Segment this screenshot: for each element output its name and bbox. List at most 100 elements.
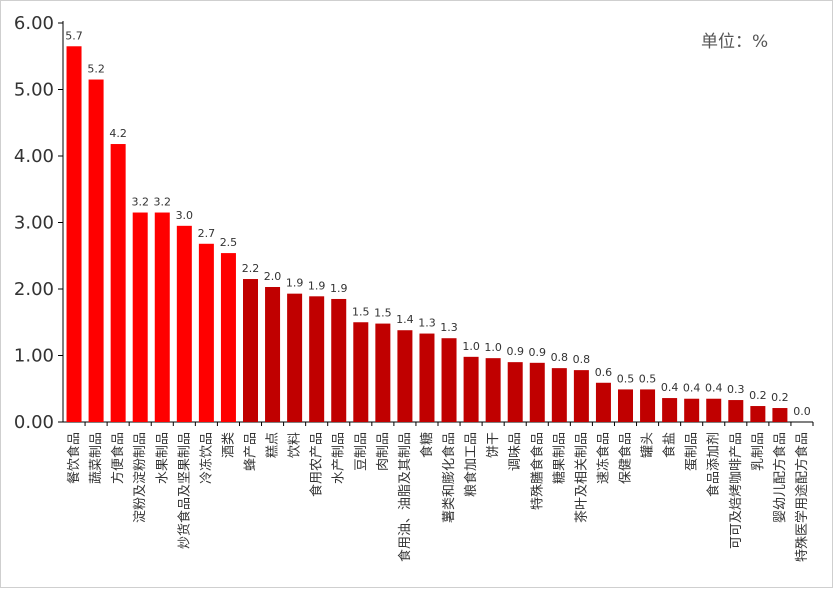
category-label: 乳制品 xyxy=(751,432,766,471)
category-label: 食糖 xyxy=(419,432,435,458)
category-label: 蜂产品 xyxy=(244,432,259,471)
bar xyxy=(595,382,611,422)
category-label: 豆制品 xyxy=(354,432,369,471)
data-label: 1.5 xyxy=(374,307,392,320)
bar xyxy=(309,296,325,422)
bar xyxy=(287,293,303,422)
category-label: 水产制品 xyxy=(332,432,347,484)
bar xyxy=(198,243,214,422)
bar xyxy=(684,398,700,422)
data-label: 1.0 xyxy=(462,340,480,353)
bar xyxy=(441,338,457,422)
data-label: 0.8 xyxy=(551,351,569,364)
data-label: 0.0 xyxy=(793,405,811,418)
data-label: 4.2 xyxy=(109,127,127,140)
category-label: 饼干 xyxy=(486,432,501,458)
bar xyxy=(485,358,501,422)
category-label: 食盐 xyxy=(662,432,678,458)
bar xyxy=(88,79,104,423)
bar xyxy=(243,279,258,422)
category-label: 茶叶及相关制品 xyxy=(573,432,589,523)
data-label: 1.9 xyxy=(330,282,348,295)
unit-label: 单位：% xyxy=(701,32,768,52)
data-label: 0.4 xyxy=(661,381,679,394)
data-label: 2.7 xyxy=(198,227,216,240)
bar xyxy=(397,330,413,422)
category-label: 酒类 xyxy=(221,432,236,458)
bar xyxy=(772,408,788,422)
bar xyxy=(573,370,589,422)
bar xyxy=(66,46,82,423)
data-label: 3.0 xyxy=(176,209,194,222)
category-label: 方便食品 xyxy=(110,432,126,484)
bar xyxy=(529,362,545,422)
data-label: 3.2 xyxy=(131,196,149,209)
category-label: 特殊医学用途配方食品 xyxy=(794,432,810,562)
bar xyxy=(662,398,678,422)
data-label: 3.2 xyxy=(154,196,172,209)
bar xyxy=(265,287,281,422)
category-label: 速冻食品 xyxy=(595,432,611,484)
data-label: 1.9 xyxy=(308,279,326,292)
data-label: 1.3 xyxy=(440,321,458,334)
bar xyxy=(375,323,391,422)
data-label: 1.3 xyxy=(418,317,436,330)
data-label: 0.8 xyxy=(573,353,591,366)
category-label: 特殊膳食食品 xyxy=(529,432,545,510)
category-label: 粮食加工品 xyxy=(463,432,479,497)
bar xyxy=(706,398,722,422)
category-label: 可可及焙烤咖啡产品 xyxy=(729,432,744,549)
category-label: 保健食品 xyxy=(618,432,634,484)
data-label: 5.7 xyxy=(65,29,83,42)
category-label: 冷冻饮品 xyxy=(198,432,214,484)
category-label: 淀粉及淀粉制品 xyxy=(133,432,148,523)
data-label: 5.2 xyxy=(87,63,105,76)
data-label: 0.5 xyxy=(639,372,657,385)
bar xyxy=(419,333,435,422)
bar xyxy=(750,406,766,422)
y-tick-label: 2.00 xyxy=(14,279,54,300)
data-label: 1.4 xyxy=(396,313,414,326)
category-label: 食用农产品 xyxy=(309,432,325,497)
bar xyxy=(176,225,192,422)
data-label: 0.3 xyxy=(727,383,745,396)
bar xyxy=(728,400,744,422)
category-label: 罐头 xyxy=(641,432,656,458)
bar xyxy=(154,212,170,422)
category-label: 水果制品 xyxy=(155,432,170,484)
bar xyxy=(618,389,633,422)
y-tick-label: 0.00 xyxy=(14,412,54,433)
data-label: 0.2 xyxy=(749,389,767,402)
bar xyxy=(551,368,567,422)
bar xyxy=(640,389,656,422)
category-label: 炒货食品及坚果制品 xyxy=(176,432,192,549)
data-label: 2.5 xyxy=(220,236,238,249)
category-label: 糕点 xyxy=(266,432,281,458)
category-label: 食品添加剂 xyxy=(706,432,722,497)
data-label: 0.5 xyxy=(617,372,635,385)
data-label: 0.4 xyxy=(683,382,701,395)
bar xyxy=(132,212,148,422)
bar xyxy=(463,356,479,422)
data-label: 0.2 xyxy=(771,391,789,404)
category-label: 糖果制品 xyxy=(551,432,567,484)
y-tick-label: 4.00 xyxy=(14,146,54,167)
bar xyxy=(353,322,369,422)
category-label: 婴幼儿配方食品 xyxy=(772,432,788,523)
data-label: 0.9 xyxy=(529,346,547,359)
data-label: 0.4 xyxy=(705,382,723,395)
data-label: 2.0 xyxy=(264,270,282,283)
bar xyxy=(110,144,126,422)
data-label: 1.0 xyxy=(484,341,502,354)
category-label: 肉制品 xyxy=(376,432,391,471)
data-label: 0.6 xyxy=(595,366,613,379)
category-label: 调味品 xyxy=(508,432,523,471)
category-label: 薯类和膨化食品 xyxy=(441,432,457,523)
bar xyxy=(220,253,236,422)
bar xyxy=(331,298,347,422)
category-label: 饮料 xyxy=(288,432,303,458)
data-label: 0.9 xyxy=(506,345,524,358)
category-label: 餐饮食品 xyxy=(66,432,82,484)
